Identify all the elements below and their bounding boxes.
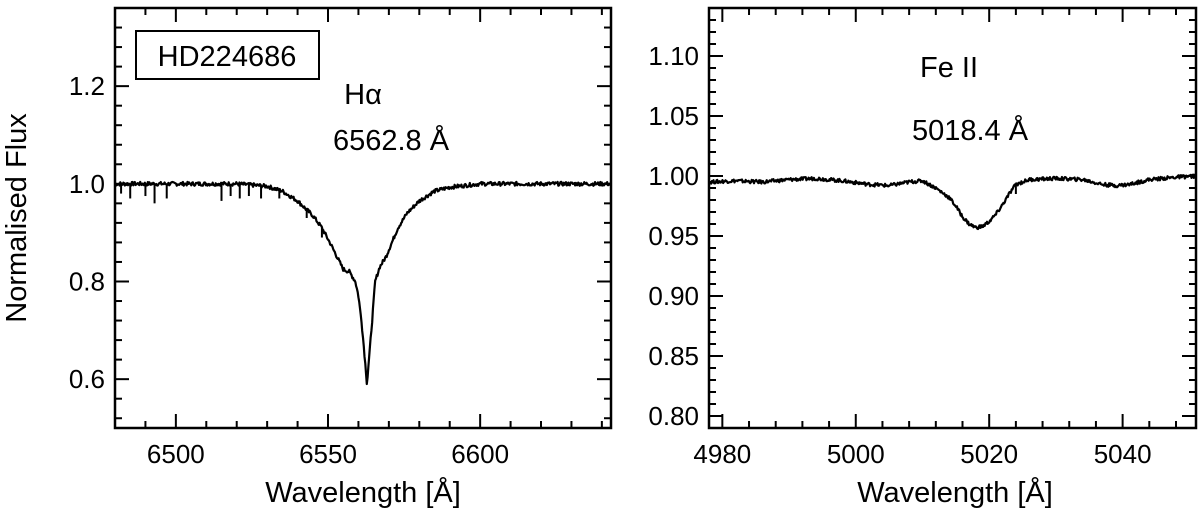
halpha-x-tick-label: 6500 xyxy=(147,439,205,469)
star-label: HD224686 xyxy=(158,41,297,73)
feii-y-tick-label: 1.00 xyxy=(648,161,699,191)
halpha-x-tick-labels: 6500 6550 6600 xyxy=(147,439,509,469)
feii-y-tick-label: 1.05 xyxy=(648,101,699,131)
feii-y-tick-label: 0.90 xyxy=(648,281,699,311)
feii-y-tick-label: 0.95 xyxy=(648,221,699,251)
halpha-line-wavelength: 6562.8 Å xyxy=(333,124,450,157)
halpha-y-tick-labels: 0.6 0.8 1.0 1.2 xyxy=(69,71,105,394)
halpha-x-tick-label: 6550 xyxy=(299,439,357,469)
star-label-box xyxy=(135,30,320,80)
halpha-line-name: Hα xyxy=(344,79,382,111)
feii-y-tick-label: 1.10 xyxy=(648,41,699,71)
feii-panel: 4980 5000 5020 5040 0.80 0.85 0.90 0.95 1.00 1.0… xyxy=(648,6,1198,509)
feii-ticks xyxy=(709,7,1196,429)
feii-spectrum-line xyxy=(707,173,1198,231)
feii-x-tick-label: 5000 xyxy=(827,439,885,469)
feii-y-tick-labels: 0.80 0.85 0.90 0.95 1.00 1.05 1.10 xyxy=(648,41,699,431)
halpha-y-tick-label: 0.6 xyxy=(69,364,105,394)
feii-x-tick-labels: 4980 5000 5020 5040 xyxy=(693,439,1151,469)
halpha-spectrum-line xyxy=(114,180,612,386)
feii-line-wavelength: 5018.4 Å xyxy=(912,114,1029,147)
halpha-x-axis-title: Wavelength [Å] xyxy=(265,476,461,509)
feii-x-tick-label: 4980 xyxy=(693,439,751,469)
feii-plot-frame xyxy=(707,6,1198,430)
feii-y-tick-label: 0.80 xyxy=(648,401,699,431)
feii-x-tick-label: 5040 xyxy=(1094,439,1152,469)
feii-x-tick-label: 5020 xyxy=(960,439,1018,469)
feii-x-axis-title: Wavelength [Å] xyxy=(857,476,1053,509)
halpha-x-tick-label: 6600 xyxy=(451,439,509,469)
halpha-y-tick-label: 0.8 xyxy=(69,266,105,296)
y-axis-title: Normalised Flux xyxy=(1,113,33,323)
feii-line-name: Fe II xyxy=(920,52,978,84)
halpha-y-tick-label: 1.0 xyxy=(69,169,105,199)
halpha-plot-frame xyxy=(113,6,613,430)
halpha-y-tick-label: 1.2 xyxy=(69,71,105,101)
feii-y-tick-label: 0.85 xyxy=(648,341,699,371)
halpha-telluric-dips xyxy=(120,183,323,238)
halpha-panel: 6500 6550 6600 0.6 0.8 1.0 1.2 HD224686 Hα 65… xyxy=(69,6,613,509)
